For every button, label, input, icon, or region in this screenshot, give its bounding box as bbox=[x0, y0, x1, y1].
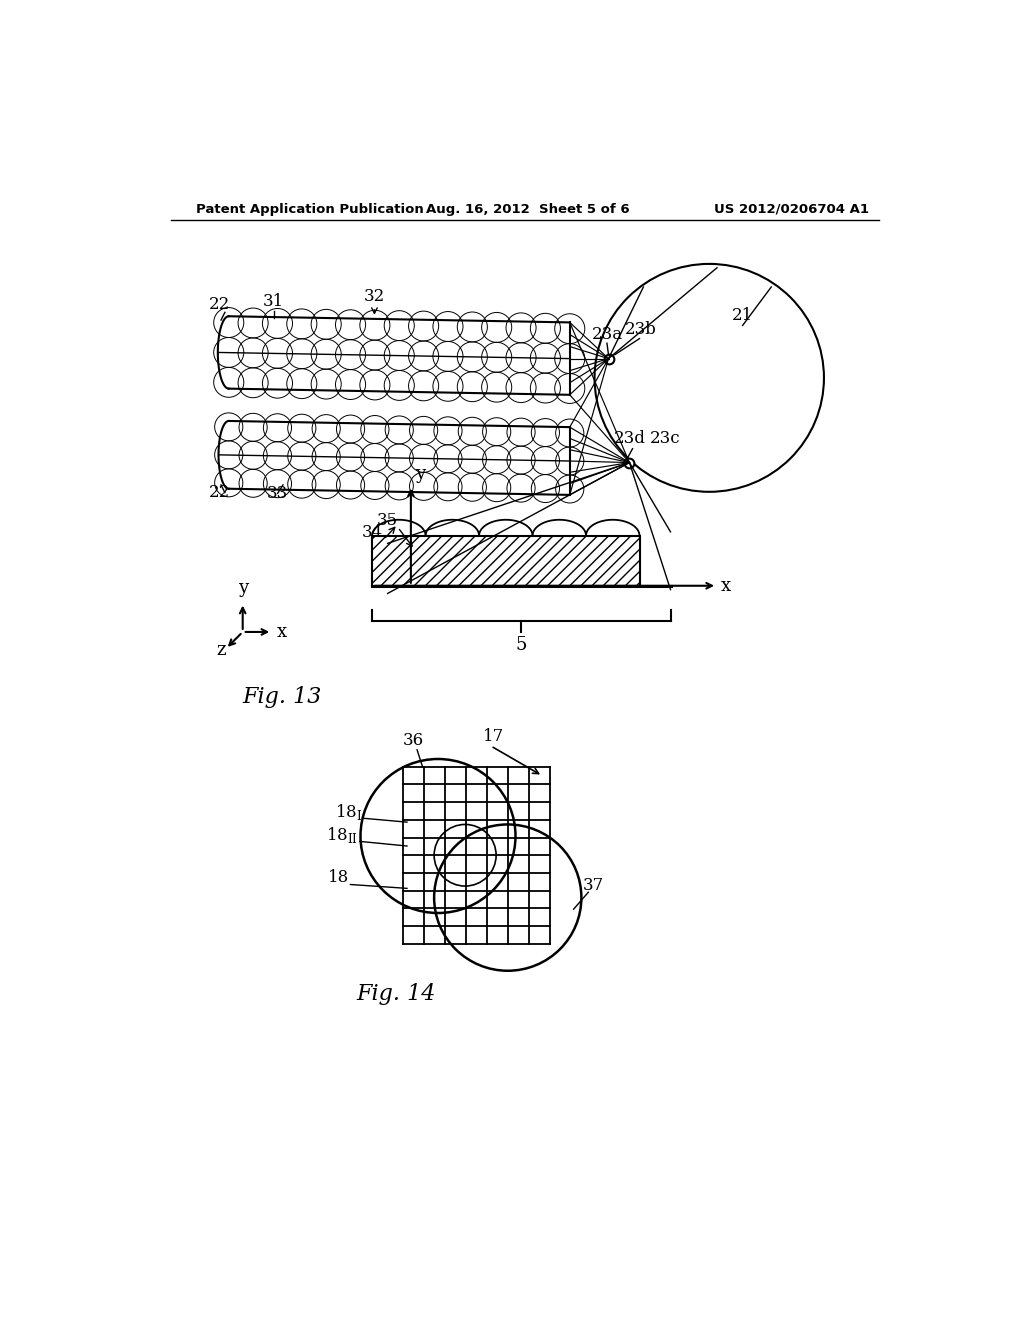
Text: 23a: 23a bbox=[592, 326, 623, 343]
Text: 32: 32 bbox=[364, 288, 385, 305]
Text: 35: 35 bbox=[377, 512, 398, 529]
Text: 31: 31 bbox=[263, 293, 285, 310]
Text: 23c: 23c bbox=[650, 430, 680, 447]
Text: 17: 17 bbox=[483, 727, 505, 744]
Text: z: z bbox=[216, 642, 225, 659]
Text: Patent Application Publication: Patent Application Publication bbox=[197, 203, 424, 215]
Text: 18: 18 bbox=[328, 869, 349, 886]
Text: 34: 34 bbox=[361, 524, 383, 541]
Text: Aug. 16, 2012  Sheet 5 of 6: Aug. 16, 2012 Sheet 5 of 6 bbox=[426, 203, 630, 215]
Text: x: x bbox=[276, 623, 287, 642]
Text: x: x bbox=[721, 577, 731, 595]
Text: 33: 33 bbox=[267, 484, 288, 502]
Text: y: y bbox=[238, 578, 248, 597]
Text: 37: 37 bbox=[583, 876, 603, 894]
Text: Fig. 14: Fig. 14 bbox=[356, 983, 436, 1005]
Text: 36: 36 bbox=[402, 733, 424, 750]
Text: 23b: 23b bbox=[625, 321, 657, 338]
Text: 18$_{\mathregular{II}}$: 18$_{\mathregular{II}}$ bbox=[327, 825, 358, 845]
Text: 5: 5 bbox=[516, 636, 527, 653]
Text: US 2012/0206704 A1: US 2012/0206704 A1 bbox=[714, 203, 869, 215]
Text: 18$_{\mathregular{I}}$: 18$_{\mathregular{I}}$ bbox=[335, 801, 362, 822]
Text: 22: 22 bbox=[209, 296, 230, 313]
Text: 21: 21 bbox=[732, 308, 754, 325]
Text: Fig. 13: Fig. 13 bbox=[243, 686, 323, 709]
Text: 23d: 23d bbox=[614, 430, 646, 447]
Text: 22: 22 bbox=[209, 484, 230, 502]
Text: y: y bbox=[415, 466, 425, 483]
Bar bbox=[372, 536, 640, 586]
